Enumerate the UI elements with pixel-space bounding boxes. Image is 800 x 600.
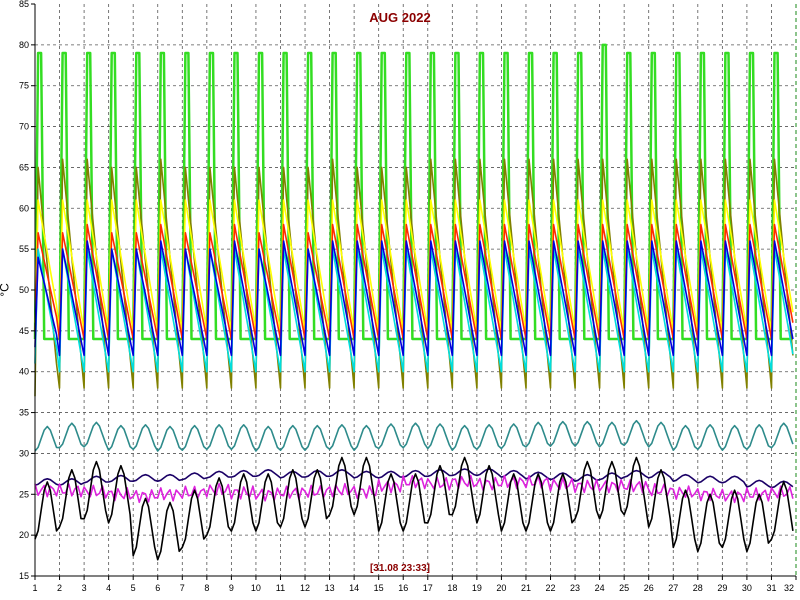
x-tick-label: 14 — [349, 583, 359, 593]
x-tick-label: 32 — [784, 583, 794, 593]
x-tick-label: 18 — [447, 583, 457, 593]
x-tick-label: 5 — [131, 583, 136, 593]
series-line-5 — [34, 248, 794, 373]
y-tick-label: 40 — [19, 367, 29, 377]
series-line-10 — [34, 456, 794, 561]
x-tick-label: 8 — [204, 583, 209, 593]
x-tick-label: 3 — [82, 583, 87, 593]
x-tick-label: 17 — [423, 583, 433, 593]
y-tick-label: 20 — [19, 530, 29, 540]
x-tick-label: 12 — [300, 583, 310, 593]
x-tick-label: 24 — [595, 583, 605, 593]
series-line-7 — [34, 419, 794, 452]
y-tick-label: 60 — [19, 203, 29, 213]
x-tick-label: 28 — [693, 583, 703, 593]
y-tick-label: 80 — [19, 40, 29, 50]
x-tick-label: 9 — [229, 583, 234, 593]
y-tick-label: 65 — [19, 162, 29, 172]
x-tick-label: 30 — [742, 583, 752, 593]
y-tick-label: 30 — [19, 448, 29, 458]
x-tick-label: 15 — [374, 583, 384, 593]
x-tick-label: 25 — [619, 583, 629, 593]
x-tick-label: 1 — [32, 583, 37, 593]
x-tick-label: 27 — [668, 583, 678, 593]
x-tick-label: 2 — [57, 583, 62, 593]
x-tick-label: 19 — [472, 583, 482, 593]
series-line-8 — [34, 468, 794, 489]
cursor-readout: [31.08 23:33] — [369, 563, 431, 574]
y-axis-label: °C — [0, 283, 12, 297]
x-tick-label: 26 — [644, 583, 654, 593]
x-tick-label: 10 — [251, 583, 261, 593]
y-tick-label: 85 — [19, 0, 29, 9]
x-tick-label: 16 — [398, 583, 408, 593]
series-line-3 — [34, 199, 794, 332]
series-line-1 — [33, 43, 793, 341]
chart-title: AUG 2022 — [369, 10, 431, 25]
x-tick-label: 13 — [325, 583, 335, 593]
y-tick-label: 15 — [19, 571, 29, 581]
y-tick-label: 25 — [19, 489, 29, 499]
x-tick-label: 31 — [766, 583, 776, 593]
y-tick-label: 50 — [19, 285, 29, 295]
y-tick-label: 45 — [19, 326, 29, 336]
x-tick-label: 21 — [521, 583, 531, 593]
y-tick-label: 75 — [19, 81, 29, 91]
x-tick-label: 22 — [546, 583, 556, 593]
y-tick-label: 35 — [19, 408, 29, 418]
y-tick-label: 70 — [19, 122, 29, 132]
x-tick-label: 4 — [106, 583, 111, 593]
x-tick-label: 20 — [496, 583, 506, 593]
x-tick-label: 11 — [276, 583, 285, 593]
x-tick-label: 23 — [570, 583, 580, 593]
x-tick-label: 6 — [155, 583, 160, 593]
series-line-6 — [34, 240, 794, 357]
y-tick-label: 55 — [19, 244, 29, 254]
series-line-4 — [34, 223, 794, 340]
x-tick-label: 7 — [180, 583, 185, 593]
x-tick-label: 29 — [717, 583, 727, 593]
